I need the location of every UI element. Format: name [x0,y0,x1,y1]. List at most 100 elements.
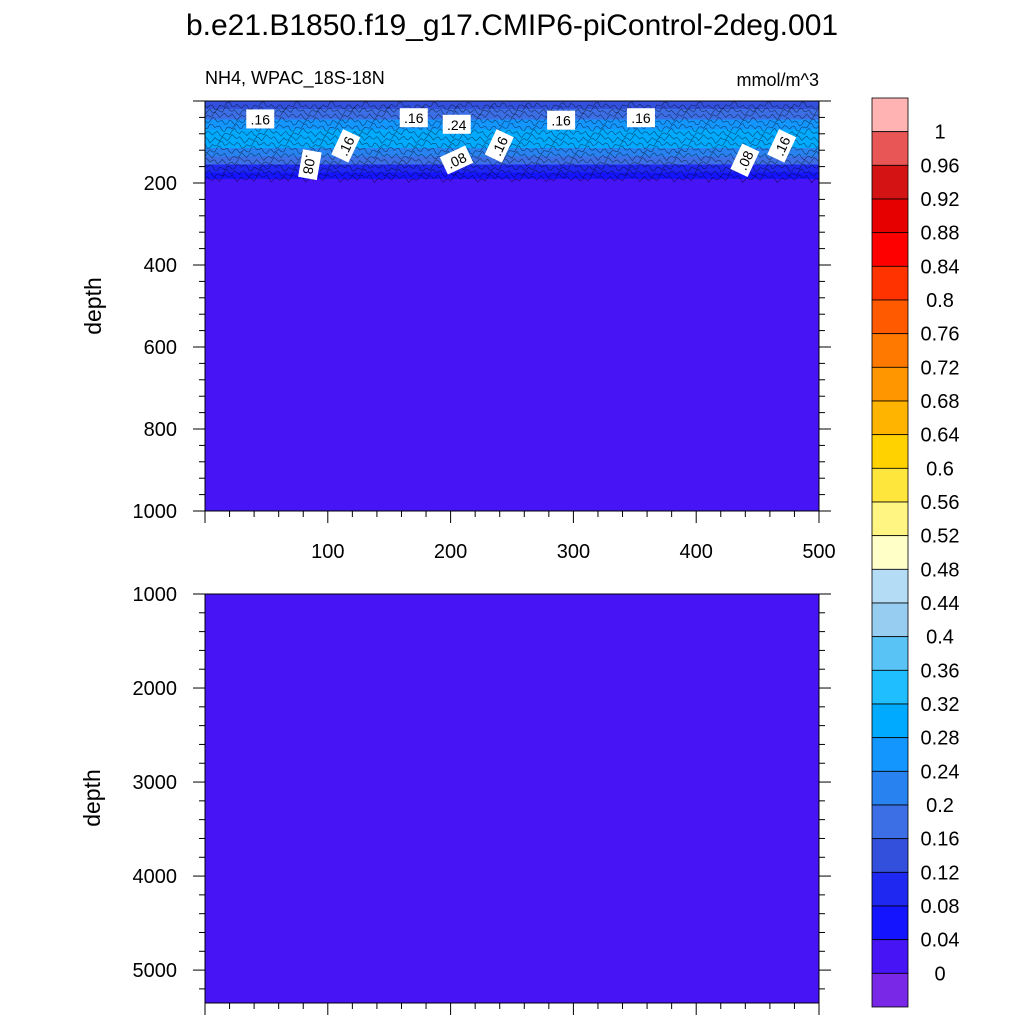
colorbar-swatch [871,366,909,402]
y-tick-label: 3000 [133,772,178,794]
colorbar-swatch [871,636,909,671]
colorbar-swatch [871,299,909,335]
colorbar-swatch [871,467,909,503]
contour-label: .16 [246,109,275,129]
colorbar-label: 0.64 [921,425,960,447]
colorbar-label: 0.92 [921,189,960,211]
colorbar-swatch [871,434,909,469]
colorbar-swatch [871,568,909,604]
contour-line [205,139,819,150]
colorbar-label: 0.32 [921,694,960,716]
contour-label: .16 [767,129,797,163]
upper-plot-frame [204,100,820,512]
contour-label-text: .16 [251,111,271,127]
colorbar-swatch [871,770,909,806]
colorbar-swatch [871,131,909,166]
contour-line [205,116,819,127]
colorbar: 1 0.96 0.92 0.88 0.84 0.8 0.76 0.72 0.68 0.64 0.6 0… [871,97,960,1008]
upper-left-label: NH4, WPAC_18S-18N [205,68,385,89]
colorbar-swatch [871,905,909,941]
colorbar-swatch [871,939,909,974]
y-tick-label: 2000 [133,678,178,700]
colorbar-label: 0.96 [921,155,960,177]
x-tick-label: 200 [434,541,467,563]
contour-line [205,127,819,139]
colorbar-label: 0.12 [921,862,960,884]
y-tick-label: 1000 [133,501,178,523]
colorbar-swatch [871,232,909,267]
contour-label-text: .16 [404,110,424,126]
y-tick-label: 600 [144,337,177,359]
contour-label-box [399,108,428,128]
contour-label-box [442,114,471,134]
colorbar-label: 0.48 [921,559,960,581]
contour-label: .08 [298,149,322,181]
colorbar-label: 0.04 [921,930,960,952]
contour-label-text: .16 [335,134,358,159]
contour-label: .08 [730,143,760,177]
lower-plot-area [205,594,819,1003]
colorbar-swatch [871,669,909,705]
contour-line [205,122,819,132]
contour-line [205,105,819,117]
colorbar-swatch [871,198,909,234]
x-tick-label: 100 [311,541,344,563]
contour-label-box [439,145,474,175]
colorbar-label: 0.8 [926,290,954,312]
colorbar-label: 0.28 [921,728,960,750]
colorbar-swatch [871,838,909,873]
contour-label: .08 [439,145,474,175]
colorbar-swatch [871,265,909,301]
contour-label-text: .08 [445,149,470,172]
colorbar-label: 0.52 [921,526,960,548]
colorbar-label: 0.56 [921,492,960,514]
contour-label-box [298,149,322,181]
colorbar-swatch [871,602,909,638]
colorbar-label: 0.88 [921,223,960,245]
colorbar-label: 0.16 [921,829,960,851]
y-tick-label: 800 [144,419,177,441]
upper-axis-ticks: 100 200 300 400 500 200 400 600 800 1000 [133,100,836,563]
contour-label: .16 [484,129,514,163]
upper-right-label: mmol/m^3 [737,70,819,90]
lower-y-axis-label: depth [79,769,105,827]
contour-label: .16 [331,129,361,163]
lower-panel: 1000 2000 3000 4000 5000 depth [79,584,831,1015]
contour-label-box [626,108,655,128]
colorbar-swatch [871,501,909,537]
lower-axis-ticks: 1000 2000 3000 4000 5000 [133,584,831,1015]
contour-label-box [730,143,760,177]
colorbar-swatch [871,333,909,368]
contour-label-text: .08 [734,148,757,173]
colorbar-swatch [871,400,909,436]
contour-label-text: .16 [771,134,794,159]
contour-label-box [767,129,797,163]
contour-label-text: .08 [300,154,319,176]
colorbar-label: 0.72 [921,357,960,379]
colorbar-label: 0 [934,963,945,985]
contour-label: .24 [442,114,471,134]
upper-panel: NH4, WPAC_18S-18N mmol/m^3 .16 .16 .24 .16.… [80,68,836,563]
contour-line [205,110,819,122]
colorbar-label: 0.68 [921,391,960,413]
colorbar-label: 1 [934,122,945,144]
upper-y-axis-label: depth [80,277,106,335]
colorbar-swatch [871,804,909,840]
contour-label: .16 [626,108,655,128]
colorbar-swatch [871,97,909,133]
colorbar-label: 0.76 [921,324,960,346]
colorbar-label: 0.84 [921,256,960,278]
x-tick-label: 400 [680,541,713,563]
y-tick-label: 400 [144,255,177,277]
colorbar-label: 0.4 [926,627,954,649]
y-tick-label: 200 [144,173,177,195]
contour-line [205,173,819,184]
contour-line [205,101,819,111]
colorbar-swatch [871,164,909,200]
contour-label-text: .16 [631,110,651,126]
colorbar-label: 0.2 [926,795,954,817]
colorbar-label: 0.6 [926,458,954,480]
y-tick-label: 1000 [133,584,178,606]
upper-contour-labels: .16 .16 .24 .16 .16 .16 .16 .16 .08 .08 .08 [246,108,797,181]
